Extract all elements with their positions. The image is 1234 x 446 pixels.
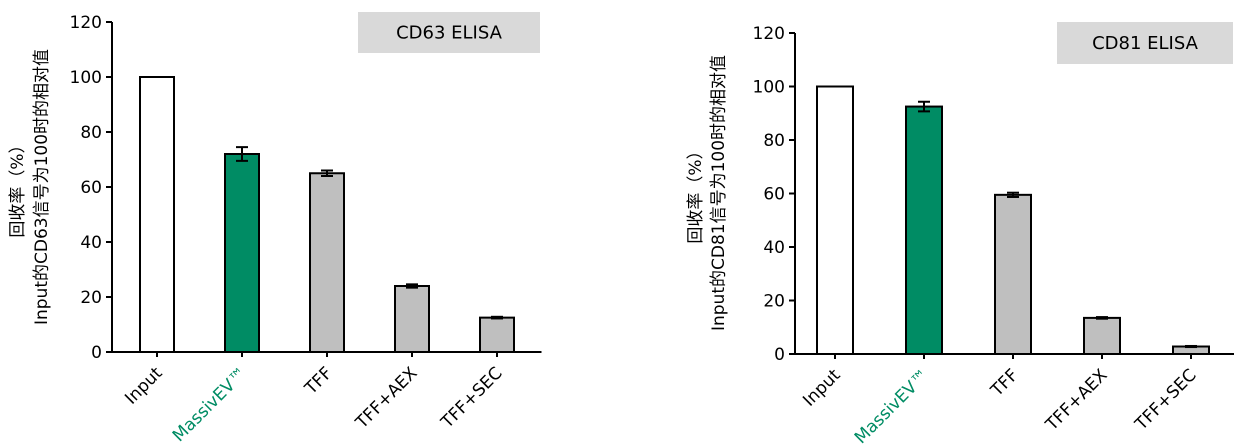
error-bar [918, 100, 930, 113]
y-axis-title: 回收率（%） [686, 142, 706, 243]
x-category-label: Input [799, 365, 845, 411]
y-tick-label: 60 [763, 185, 785, 205]
bar [905, 105, 943, 355]
x-category-label: MassivEV™ [851, 365, 934, 446]
error-bar [1185, 344, 1197, 349]
x-category-label: TFF [301, 363, 337, 399]
y-tick-label: 80 [763, 131, 785, 151]
y-tick-label: 120 [753, 24, 785, 44]
x-category-label: Input [121, 363, 167, 409]
chart-title: CD63 ELISA [396, 23, 503, 44]
chart-cd63-svg: CD63 ELISA 回收率（%） Input的CD63信号为100时的相对值 0 20… [8, 12, 542, 446]
x-category-label: TFF+SEC [437, 363, 507, 433]
y-tick-label: 40 [80, 233, 102, 253]
chart-title-box [1057, 22, 1233, 64]
error-bar [406, 283, 418, 289]
error-bar [1007, 191, 1019, 198]
y-tick-label: 0 [774, 345, 785, 365]
y-tick-label: 20 [80, 288, 102, 308]
error-bar [236, 146, 248, 162]
bar [994, 193, 1032, 355]
bar [394, 285, 430, 353]
bar [1083, 316, 1121, 356]
y-tick-label: 120 [70, 13, 102, 33]
chart-title: CD81 ELISA [1092, 33, 1199, 54]
y-tick-label: 80 [80, 123, 102, 143]
y-tick-label: 100 [753, 78, 785, 98]
bar [816, 85, 854, 355]
chart-cd63: CD63 ELISA 回收率（%） Input的CD63信号为100时的相对值 0 20… [8, 12, 542, 446]
y-tick-label: 40 [763, 238, 785, 258]
x-category-label: TFF+AEX [351, 363, 421, 433]
y-tick-label: 20 [763, 292, 785, 312]
x-category-label: TFF+SEC [1131, 365, 1201, 435]
chart-cd81-svg: CD81 ELISA 回收率（%） Input的CD81信号为100时的相对值 0 20… [686, 22, 1234, 446]
bar [479, 316, 515, 353]
bar [224, 153, 260, 353]
y-axis-subtitle: Input的CD81信号为100时的相对值 [709, 55, 729, 331]
y-axis-subtitle: Input的CD63信号为100时的相对值 [32, 49, 52, 325]
bar [309, 172, 345, 353]
y-tick-label: 100 [70, 68, 102, 88]
error-bar [1096, 316, 1108, 320]
x-category-label: MassivEV™ [169, 363, 252, 446]
error-bar [321, 169, 333, 177]
chart-cd81: CD81 ELISA 回收率（%） Input的CD81信号为100时的相对值 0 20… [617, 0, 1234, 446]
y-axis-title: 回收率（%） [8, 136, 28, 237]
x-category-label: TFF [987, 365, 1023, 401]
bar [139, 76, 175, 353]
chart-title-box [358, 12, 540, 53]
error-bar [491, 315, 503, 320]
x-category-label: TFF+AEX [1041, 365, 1111, 435]
y-tick-label: 0 [91, 343, 102, 363]
y-tick-label: 60 [80, 178, 102, 198]
